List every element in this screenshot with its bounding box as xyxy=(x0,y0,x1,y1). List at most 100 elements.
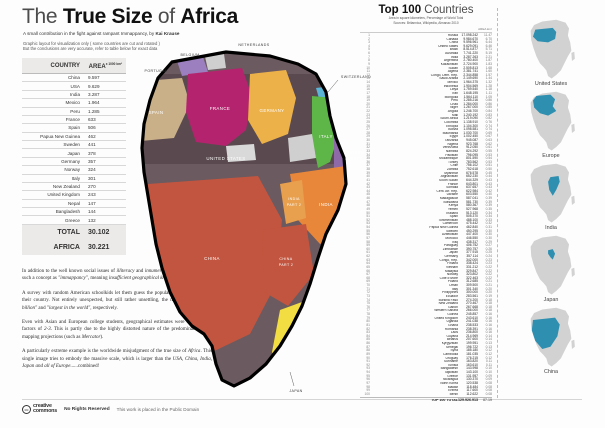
row-country: Oman xyxy=(449,284,458,288)
row-area: 9.597 xyxy=(84,73,126,83)
row-rank: 98 xyxy=(366,384,370,389)
label-portugal: PORTUGAL xyxy=(145,69,168,73)
row-area: 1.648.195 xyxy=(463,90,478,95)
row-rank: 4 xyxy=(368,43,370,48)
row-country: Japan xyxy=(449,251,458,255)
row-area: 783.562 xyxy=(466,159,478,164)
header-country: COUNTRY xyxy=(22,58,84,74)
top-100-row: 96 Nicaragua 130.370 0.09 xyxy=(360,378,492,382)
row-percent: 0.16 xyxy=(485,319,492,324)
label-belgium: BELGIUM xyxy=(181,53,200,57)
table-row: France 633 xyxy=(22,115,126,125)
row-country: Tajikistan xyxy=(444,371,458,375)
top-100-row: 79 United Kingdom 243.610 0.16 xyxy=(360,316,492,321)
thumbnail-caption: Japan xyxy=(543,297,559,303)
row-area: 637.657 xyxy=(466,185,478,190)
row-area: 1.002.450 xyxy=(463,134,478,139)
row-country: Guinea xyxy=(447,313,458,317)
fill-india-part-2 xyxy=(280,180,306,224)
row-rank: 74 xyxy=(366,297,370,302)
row-country: Greece xyxy=(447,374,458,378)
label-china-part-2: CHINA xyxy=(279,257,292,261)
row-rank: 32 xyxy=(366,145,370,150)
row-rank: 83 xyxy=(366,330,370,335)
thumbnail-caption: Europe xyxy=(542,153,560,159)
top-100-row: 68 Côte d'Ivoire 322.463 0.22 xyxy=(360,276,492,281)
row-percent: 11.47 xyxy=(483,32,492,37)
row-area: 267.668 xyxy=(466,304,478,309)
row-percent: 5.71 xyxy=(485,47,492,52)
row-country: Sudan xyxy=(448,66,458,70)
row-country: Paraguay xyxy=(443,244,458,248)
row-rank: 14 xyxy=(366,80,370,85)
top-100-row: 32 Venezuela 912.050 0.61 xyxy=(360,146,492,150)
top-100-row: 56 Uzbekistan 447.400 0.30 xyxy=(360,233,492,237)
row-area: 945.087 xyxy=(466,138,478,143)
top-100-row: 84 Guyana 214.969 0.14 xyxy=(360,334,492,339)
row-percent: 0.54 xyxy=(485,156,492,161)
row-rank: 64 xyxy=(366,261,370,266)
row-area: 505.370 xyxy=(466,214,478,219)
africa-value: 30.221 xyxy=(84,239,126,255)
row-area: 9.984.670 xyxy=(463,36,478,41)
row-country: Congo, Rep. xyxy=(439,258,458,262)
row-area: 185.180 xyxy=(466,348,478,353)
row-country: United Kingdom xyxy=(434,316,458,320)
rights-label: No Rights Reserved xyxy=(64,406,110,412)
thumb-map-icon xyxy=(530,91,575,151)
row-country: Cambodia xyxy=(442,352,458,356)
row-percent: 1.60 xyxy=(485,69,492,74)
top-100-row: 41 South Sudan 644.329 0.43 xyxy=(360,178,492,183)
row-country: Papua New Guinea xyxy=(429,226,458,230)
row-rank: 97 xyxy=(366,380,370,385)
top-100-row: 9 Kazakhstan 2.724.900 1.83 xyxy=(360,62,492,67)
top-100-row: 12 Congo, Dem. Rep. 2.344.858 1.57 xyxy=(360,73,492,78)
row-area: 241.038 xyxy=(466,319,478,324)
row-country: Cameroon xyxy=(442,222,458,226)
row-percent: 1.32 xyxy=(485,80,492,85)
top-100-row: 43 Somalia 637.657 0.43 xyxy=(360,186,492,190)
row-country: Eritrea xyxy=(448,389,458,393)
row-country: Saudi Arabia xyxy=(439,77,458,81)
row-percent: 0.16 xyxy=(485,330,492,335)
row-percent: 0.51 xyxy=(485,163,492,168)
row-area: 1.240.192 xyxy=(463,112,478,117)
row-country: Ghana xyxy=(448,323,458,327)
row-country: Niger xyxy=(450,106,458,110)
row-country: Argentina xyxy=(443,59,458,63)
row-rank: 58 xyxy=(366,239,370,244)
row-area: 923.768 xyxy=(466,141,478,146)
row-country: Venezuela xyxy=(442,146,458,150)
row-area: 300.000 xyxy=(466,290,478,295)
row-country: Mongolia xyxy=(444,95,458,99)
row-country: Burkina Faso xyxy=(438,298,458,302)
row-country: Egypt xyxy=(449,135,458,139)
row-percent: 0.34 xyxy=(485,214,492,219)
row-percent: 0.30 xyxy=(485,232,492,237)
row-area: 130.370 xyxy=(466,377,478,382)
row-percent: 0.63 xyxy=(485,138,492,143)
row-country: Canada xyxy=(446,37,458,41)
row-rank: 61 xyxy=(366,250,370,255)
top-100-row: 94 Tajikistan 143.100 0.10 xyxy=(360,370,492,375)
row-rank: 50 xyxy=(366,210,370,215)
row-area: 176.215 xyxy=(466,355,478,360)
source-line-2: Sources: Britannica, Wikipedia, Almanac … xyxy=(393,20,459,25)
table-row: New Zealand 270 xyxy=(22,182,126,192)
row-percent: 0.34 xyxy=(485,210,492,215)
fill-germany xyxy=(248,70,296,144)
creative-commons-logo[interactable]: cc creative commons xyxy=(22,403,57,414)
top-100-row: 77 Western Sahara 266.000 0.18 xyxy=(360,309,492,313)
row-country: Poland xyxy=(447,280,458,284)
row-area: 2.780.400 xyxy=(463,58,478,63)
top-100-row: 63 Congo, Rep. 342.000 0.23 xyxy=(360,258,492,263)
row-area: 1.246.700 xyxy=(463,109,478,114)
row-country: Angola xyxy=(447,110,458,114)
row-country: France xyxy=(447,182,458,186)
row-country: Syria xyxy=(450,349,458,353)
row-area: 378 xyxy=(84,148,126,158)
top-100-row: 37 Chile 756.102 0.51 xyxy=(360,164,492,168)
row-area: 652.230 xyxy=(466,174,478,179)
row-area: 117.600 xyxy=(466,388,478,393)
row-rank: 8 xyxy=(368,58,370,63)
